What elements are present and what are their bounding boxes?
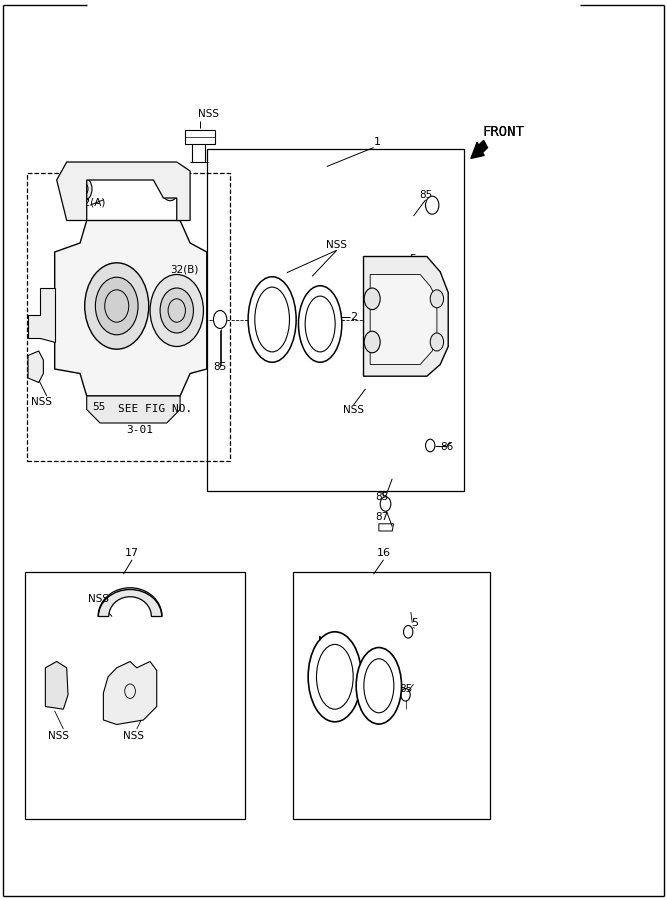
- Ellipse shape: [308, 632, 362, 722]
- Ellipse shape: [298, 286, 342, 362]
- Circle shape: [160, 288, 193, 333]
- Text: NSS: NSS: [326, 239, 348, 250]
- Text: 4: 4: [402, 320, 409, 331]
- Text: NSS: NSS: [317, 635, 339, 646]
- Text: FRONT: FRONT: [483, 125, 524, 140]
- Ellipse shape: [316, 644, 354, 709]
- Text: FRONT: FRONT: [483, 125, 524, 140]
- FancyArrow shape: [471, 140, 488, 158]
- Text: 1: 1: [374, 137, 380, 148]
- Polygon shape: [98, 588, 162, 617]
- Circle shape: [430, 290, 444, 308]
- Text: 5: 5: [409, 254, 416, 265]
- Text: 17: 17: [125, 548, 139, 559]
- Polygon shape: [28, 351, 43, 382]
- Circle shape: [150, 274, 203, 346]
- Polygon shape: [28, 288, 55, 342]
- Text: 85: 85: [213, 362, 227, 373]
- Text: NSS: NSS: [88, 593, 109, 604]
- Circle shape: [364, 288, 380, 310]
- Text: NSS: NSS: [123, 731, 144, 742]
- Text: 85: 85: [399, 683, 412, 694]
- Text: 3-01: 3-01: [127, 425, 153, 436]
- Ellipse shape: [255, 287, 289, 352]
- Text: 55: 55: [92, 401, 105, 412]
- Text: NSS: NSS: [48, 731, 69, 742]
- Circle shape: [213, 310, 227, 328]
- Circle shape: [95, 277, 138, 335]
- Circle shape: [380, 497, 391, 511]
- Circle shape: [161, 177, 179, 201]
- Polygon shape: [364, 256, 448, 376]
- Ellipse shape: [305, 296, 335, 352]
- Polygon shape: [55, 220, 207, 396]
- Ellipse shape: [364, 659, 394, 713]
- Polygon shape: [370, 274, 437, 364]
- Text: 32(B): 32(B): [170, 265, 199, 275]
- Ellipse shape: [248, 277, 296, 362]
- Circle shape: [426, 196, 439, 214]
- Text: 16: 16: [377, 548, 390, 559]
- Circle shape: [75, 177, 92, 201]
- Text: 5: 5: [412, 617, 418, 628]
- Text: 87: 87: [375, 511, 388, 522]
- Polygon shape: [87, 396, 180, 423]
- Polygon shape: [103, 662, 157, 724]
- Text: 86: 86: [440, 442, 454, 453]
- Text: 85: 85: [419, 190, 432, 201]
- Text: 2: 2: [350, 311, 357, 322]
- Text: NSS: NSS: [343, 405, 364, 416]
- Polygon shape: [57, 162, 190, 220]
- Text: NSS: NSS: [197, 109, 219, 120]
- Ellipse shape: [356, 648, 402, 724]
- Polygon shape: [45, 662, 68, 709]
- Text: SEE FIG NO.: SEE FIG NO.: [117, 403, 192, 414]
- Text: NSS: NSS: [31, 397, 52, 408]
- Text: 32(A): 32(A): [77, 197, 105, 208]
- Circle shape: [430, 333, 444, 351]
- Circle shape: [364, 331, 380, 353]
- Circle shape: [85, 263, 149, 349]
- Text: 85: 85: [375, 491, 388, 502]
